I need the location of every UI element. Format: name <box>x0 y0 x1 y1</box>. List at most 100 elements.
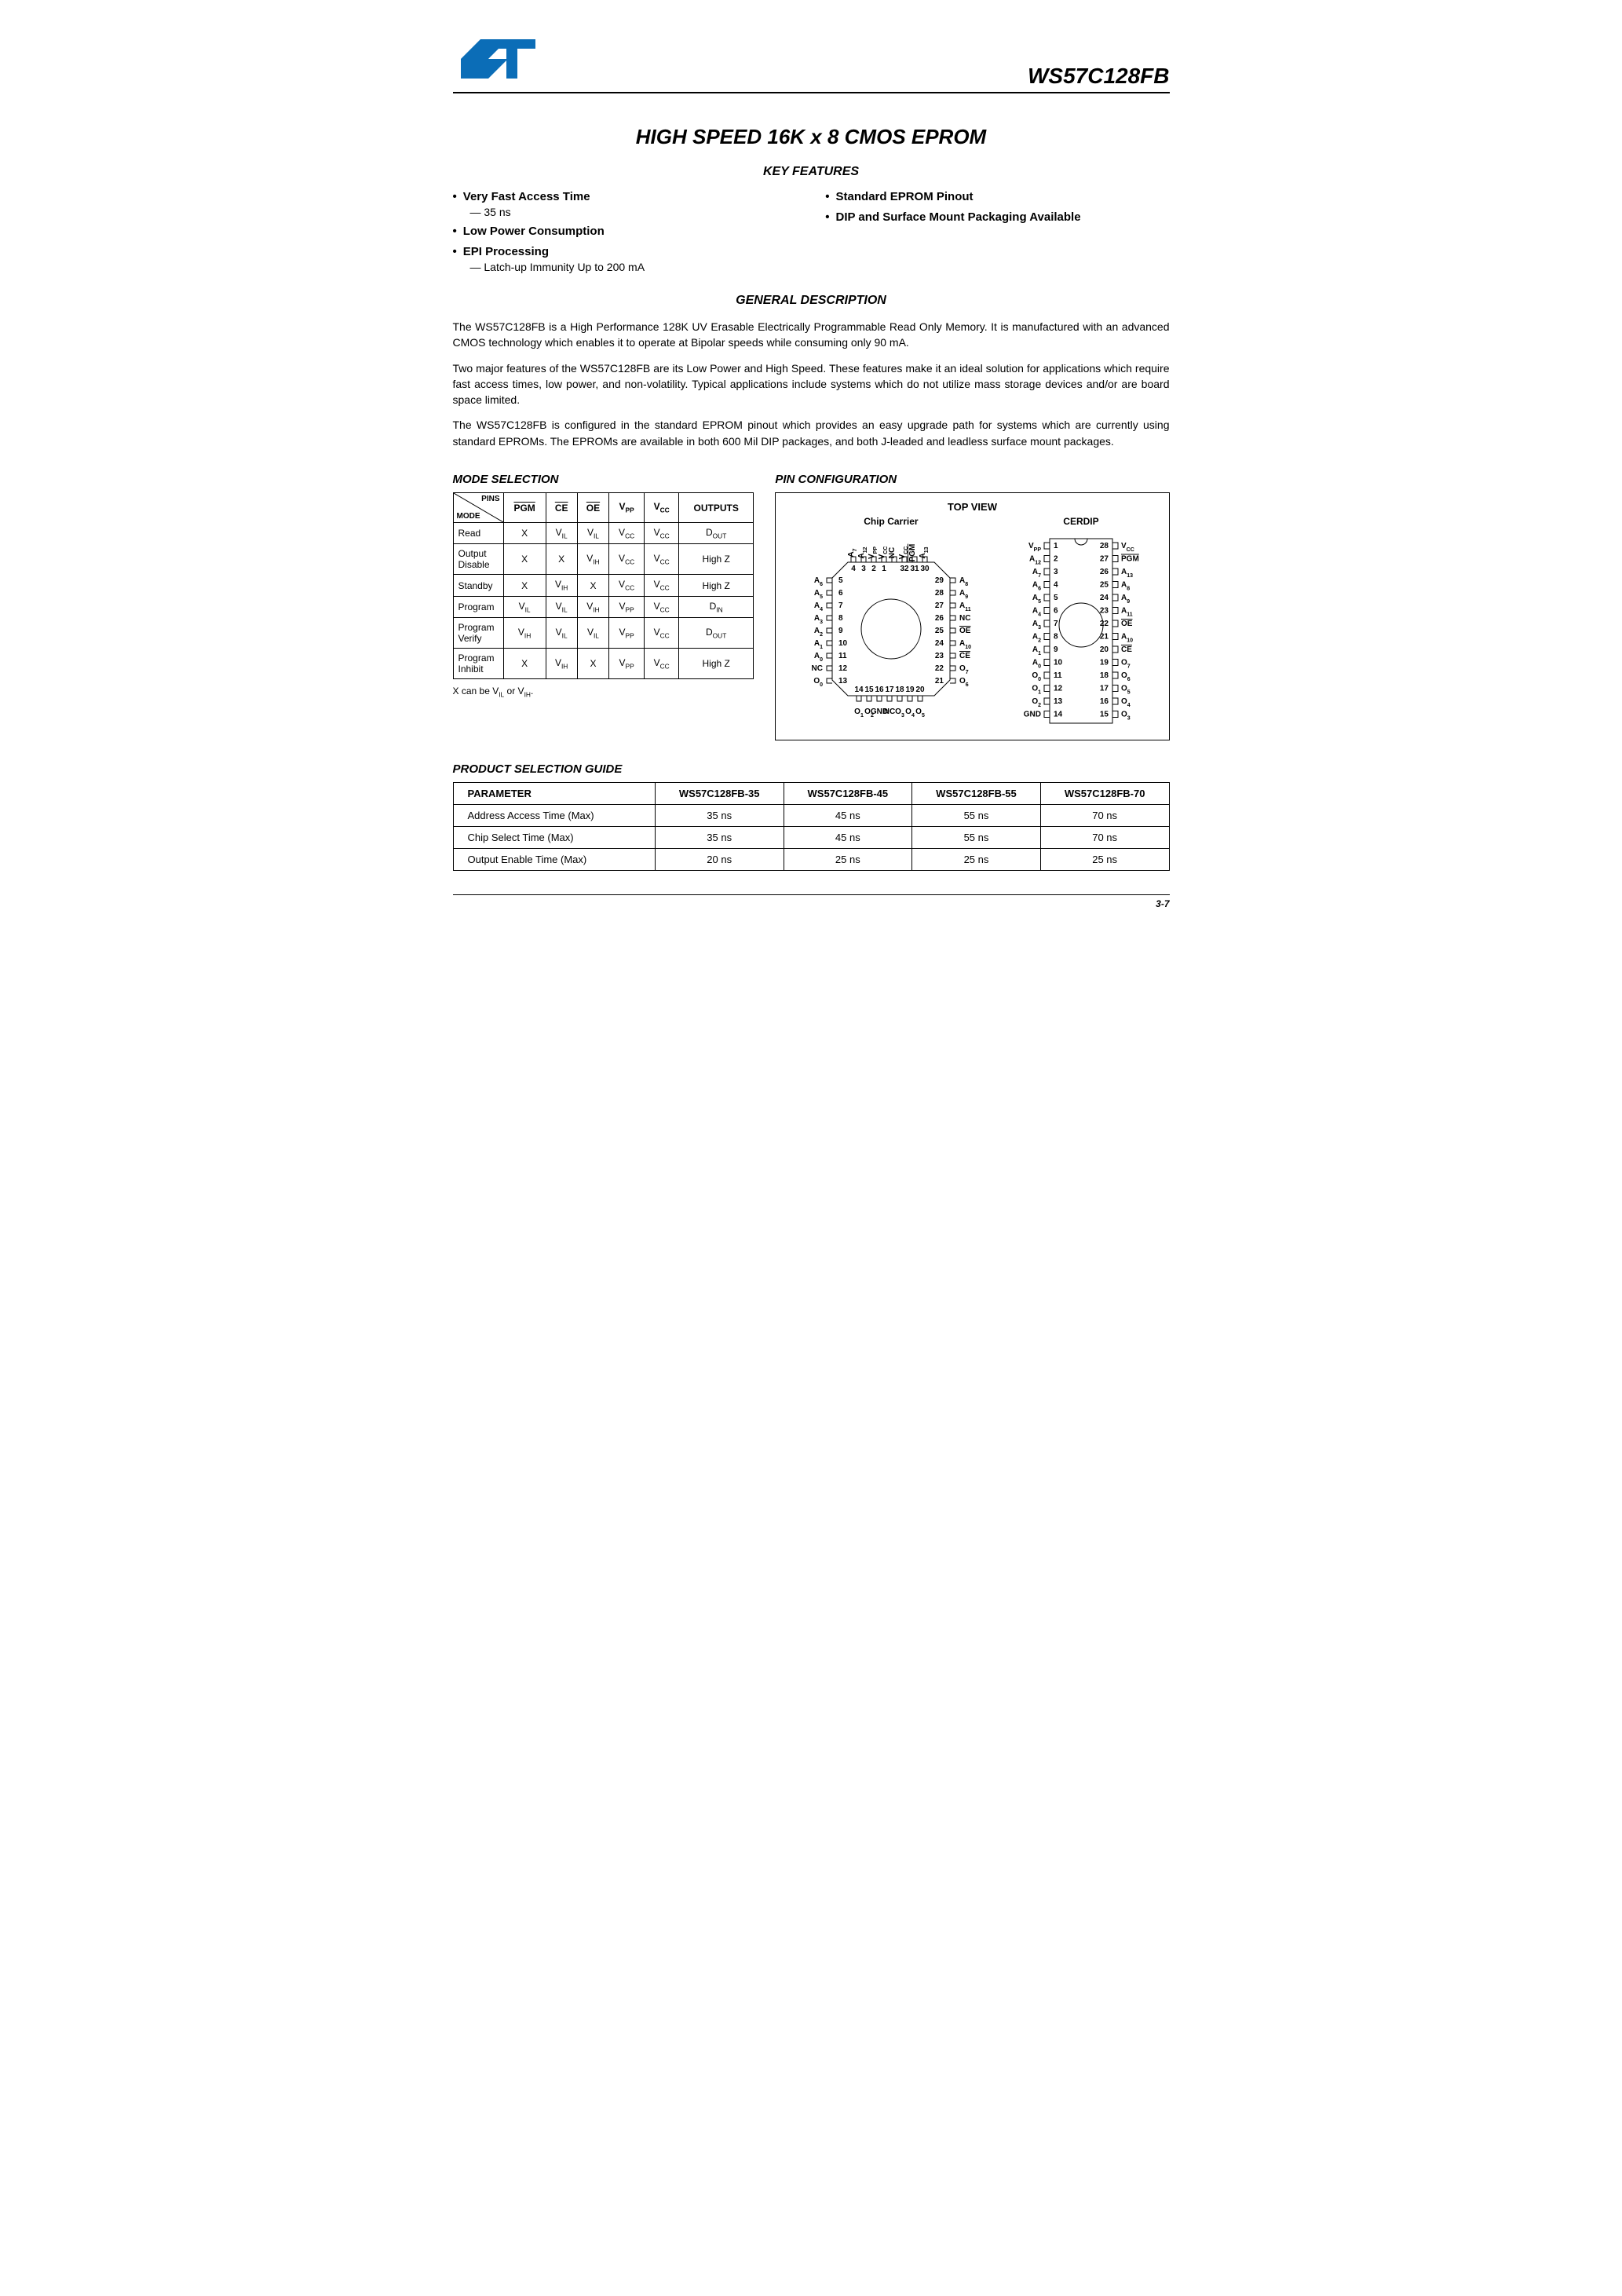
svg-text:29: 29 <box>935 576 944 585</box>
svg-text:28: 28 <box>935 589 944 598</box>
svg-text:OE: OE <box>1121 620 1133 628</box>
svg-text:4: 4 <box>851 565 856 573</box>
svg-text:O3: O3 <box>895 707 904 718</box>
psg-heading: PRODUCT SELECTION GUIDE <box>453 762 1170 776</box>
svg-text:A5: A5 <box>814 589 823 600</box>
svg-text:A7: A7 <box>1032 568 1041 579</box>
svg-text:O7: O7 <box>1121 659 1131 670</box>
svg-text:A5: A5 <box>1032 594 1041 605</box>
svg-text:NC: NC <box>884 707 895 716</box>
svg-text:A2: A2 <box>814 627 823 638</box>
svg-text:4: 4 <box>1054 581 1058 590</box>
svg-text:15: 15 <box>864 686 874 694</box>
svg-text:O5: O5 <box>1121 685 1131 696</box>
main-title: HIGH SPEED 16K x 8 CMOS EPROM <box>453 125 1170 149</box>
svg-text:21: 21 <box>935 677 944 686</box>
svg-text:31: 31 <box>910 565 919 573</box>
svg-text:O1: O1 <box>854 707 864 718</box>
chip-carrier-diagram: A7A12VPPVCCNCVCCPGMA134321323130A65A56A4… <box>789 527 993 731</box>
svg-text:A10: A10 <box>959 639 971 650</box>
svg-text:O6: O6 <box>1121 671 1131 682</box>
svg-text:28: 28 <box>1100 542 1109 550</box>
feature-item: •EPI Processing— Latch-up Immunity Up to… <box>453 245 797 273</box>
mode-row: ProgramInhibitXVIHXVPPVCCHigh Z <box>453 649 753 679</box>
svg-text:21: 21 <box>1100 633 1109 642</box>
svg-text:26: 26 <box>1100 568 1109 576</box>
mode-row: StandbyXVIHXVCCVCCHigh Z <box>453 575 753 596</box>
svg-text:12: 12 <box>838 664 848 673</box>
svg-text:A8: A8 <box>959 576 968 587</box>
svg-text:24: 24 <box>1100 594 1109 602</box>
svg-text:23: 23 <box>935 652 944 660</box>
svg-text:12: 12 <box>1054 685 1063 693</box>
svg-text:13: 13 <box>838 677 848 686</box>
svg-text:A4: A4 <box>814 601 823 612</box>
features-container: •Very Fast Access Time— 35 ns•Low Power … <box>453 190 1170 280</box>
svg-text:A4: A4 <box>1032 607 1041 618</box>
svg-text:5: 5 <box>1054 594 1058 602</box>
svg-text:22: 22 <box>935 664 944 673</box>
product-selection-table: PARAMETERWS57C128FB-35WS57C128FB-45WS57C… <box>453 782 1170 871</box>
svg-text:16: 16 <box>875 686 884 694</box>
pin-config-heading: PIN CONFIGURATION <box>775 473 1169 486</box>
st-logo <box>453 31 539 89</box>
svg-text:A10: A10 <box>1121 633 1133 644</box>
svg-text:A0: A0 <box>814 652 823 663</box>
svg-text:24: 24 <box>935 639 944 648</box>
svg-text:1: 1 <box>882 565 886 573</box>
svg-text:23: 23 <box>1100 607 1109 616</box>
svg-text:3: 3 <box>861 565 866 573</box>
svg-text:GND: GND <box>1024 711 1041 719</box>
feature-item: •Standard EPROM Pinout <box>825 190 1169 204</box>
svg-text:O6: O6 <box>959 677 969 688</box>
svg-text:NC: NC <box>959 614 970 623</box>
description-paragraph: Two major features of the WS57C128FB are… <box>453 360 1170 408</box>
svg-text:9: 9 <box>1054 645 1058 654</box>
svg-text:A6: A6 <box>1032 581 1041 592</box>
mode-row: ReadXVILVILVCCVCCDOUT <box>453 523 753 544</box>
svg-text:16: 16 <box>1100 697 1109 706</box>
key-features-heading: KEY FEATURES <box>453 165 1170 179</box>
svg-text:25: 25 <box>935 627 944 635</box>
svg-text:VPP: VPP <box>1028 542 1041 553</box>
svg-text:PGM: PGM <box>908 544 917 562</box>
features-right: •Standard EPROM Pinout•DIP and Surface M… <box>825 190 1169 280</box>
svg-text:O2: O2 <box>1032 697 1041 708</box>
svg-text:A1: A1 <box>814 639 823 650</box>
svg-text:O1: O1 <box>1032 685 1041 696</box>
svg-text:11: 11 <box>1054 671 1062 680</box>
svg-text:8: 8 <box>1054 633 1058 642</box>
svg-text:A8: A8 <box>1121 581 1130 592</box>
svg-text:7: 7 <box>838 601 843 610</box>
svg-text:22: 22 <box>1100 620 1109 628</box>
feature-item: •Very Fast Access Time— 35 ns <box>453 190 797 218</box>
svg-text:O0: O0 <box>813 677 823 688</box>
cerdip-label: CERDIP <box>1006 516 1156 527</box>
psg-row: Address Access Time (Max)35 ns45 ns55 ns… <box>453 805 1169 827</box>
page-footer: 3-7 <box>453 894 1170 909</box>
svg-text:O5: O5 <box>915 707 925 718</box>
svg-text:A11: A11 <box>959 601 971 612</box>
svg-text:A9: A9 <box>1121 594 1130 605</box>
mode-selection-table: PINSMODEPGMCEOEVPPVCCOUTPUTS ReadXVILVIL… <box>453 492 754 679</box>
svg-text:13: 13 <box>1054 697 1063 706</box>
part-number: WS57C128FB <box>1028 64 1170 89</box>
svg-text:9: 9 <box>838 627 843 635</box>
svg-text:19: 19 <box>1100 659 1109 667</box>
svg-text:17: 17 <box>885 686 894 694</box>
svg-text:A3: A3 <box>814 614 823 625</box>
svg-text:A1: A1 <box>1032 645 1041 656</box>
svg-text:A2: A2 <box>1032 633 1041 644</box>
svg-text:O4: O4 <box>905 707 915 718</box>
general-desc-heading: GENERAL DESCRIPTION <box>453 294 1170 308</box>
svg-text:18: 18 <box>895 686 904 694</box>
svg-text:A7: A7 <box>847 548 858 557</box>
svg-text:30: 30 <box>920 565 930 573</box>
pin-config-diagram: TOP VIEW Chip Carrier A7A12VPPVCCNCVCCPG… <box>775 492 1169 740</box>
svg-text:A6: A6 <box>814 576 823 587</box>
svg-text:14: 14 <box>1054 711 1063 719</box>
svg-text:26: 26 <box>935 614 944 623</box>
description-paragraph: The WS57C128FB is configured in the stan… <box>453 417 1170 449</box>
description-block: The WS57C128FB is a High Performance 128… <box>453 319 1170 449</box>
svg-text:15: 15 <box>1100 711 1109 719</box>
